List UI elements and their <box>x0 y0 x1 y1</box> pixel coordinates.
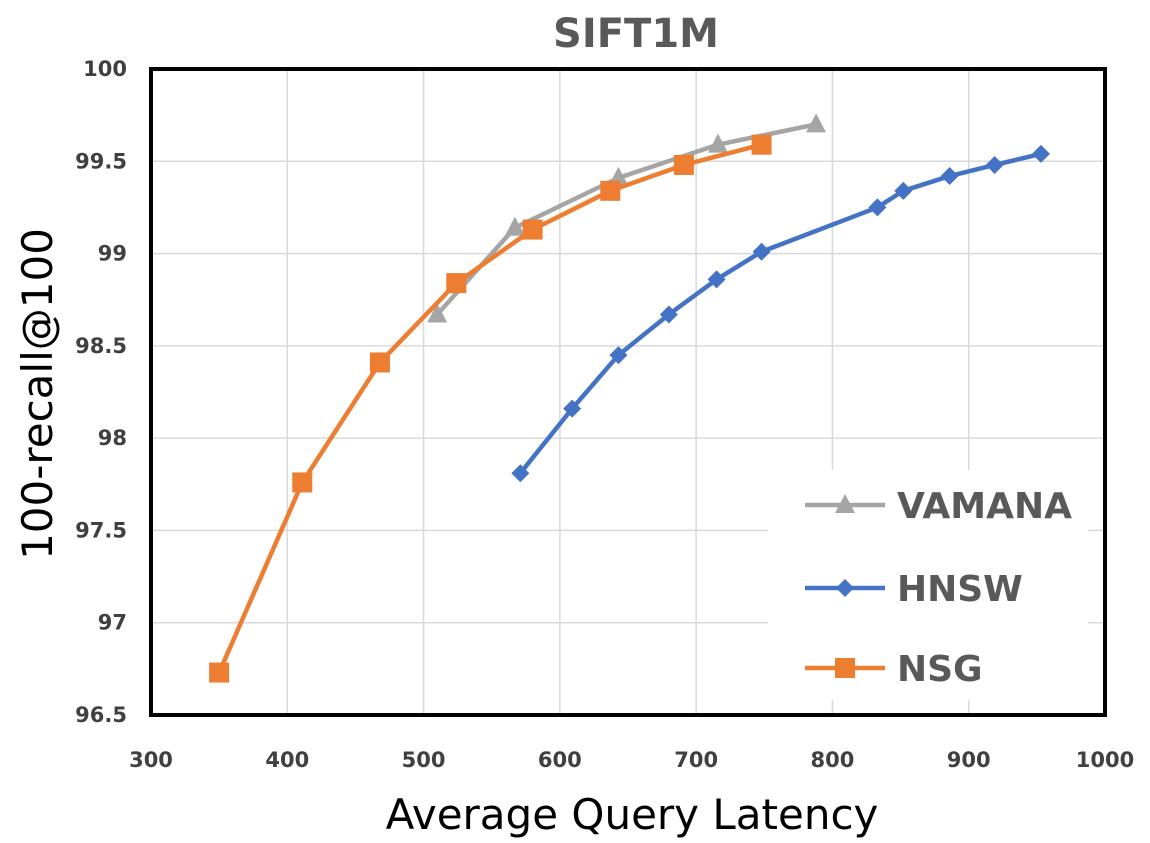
x-axis-ticks: 300 400 500 600 700 800 900 1000 <box>129 748 1134 772</box>
data-point-hnsw <box>752 242 771 261</box>
data-point-hnsw <box>868 198 887 217</box>
data-point-vamana <box>707 133 728 153</box>
x-tick-label: 300 <box>129 748 173 772</box>
data-point-nsg <box>369 352 390 373</box>
y-tick-label: 99 <box>98 242 127 266</box>
legend-label-nsg: NSG <box>897 649 983 690</box>
data-point-hnsw <box>659 305 678 324</box>
y-tick-label: 97.5 <box>75 518 127 542</box>
x-tick-label: 800 <box>811 748 855 772</box>
data-point-nsg <box>446 273 467 294</box>
y-tick-label: 98.5 <box>75 334 127 358</box>
x-tick-label: 400 <box>265 748 309 772</box>
legend-marker-vamana <box>835 494 855 513</box>
data-point-nsg <box>673 154 694 175</box>
plot-frame <box>149 67 1107 717</box>
chart-title: SIFT1M <box>553 11 719 57</box>
data-point-hnsw <box>707 270 726 289</box>
y-tick-label: 100 <box>83 57 127 81</box>
data-point-nsg <box>522 219 543 240</box>
x-tick-label: 1000 <box>1076 748 1134 772</box>
x-tick-label: 900 <box>947 748 991 772</box>
data-point-nsg <box>209 662 230 683</box>
legend-background <box>768 470 1088 700</box>
series-nsg <box>209 134 772 683</box>
data-point-hnsw <box>609 346 628 365</box>
data-point-hnsw <box>940 167 959 186</box>
y-tick-label: 96.5 <box>75 703 127 727</box>
data-point-vamana <box>806 113 827 133</box>
x-tick-label: 600 <box>538 748 582 772</box>
legend: VAMANA HNSW NSG <box>768 470 1088 700</box>
data-point-nsg <box>292 472 313 493</box>
y-axis-label: 100-recall@100 <box>13 228 62 560</box>
data-point-vamana <box>427 303 448 323</box>
y-tick-label: 97 <box>98 611 127 635</box>
series-line-nsg <box>217 142 763 674</box>
series-group <box>209 113 1050 683</box>
data-point-hnsw <box>985 155 1004 174</box>
data-point-nsg <box>600 180 621 201</box>
data-point-nsg <box>751 134 772 155</box>
legend-label-vamana: VAMANA <box>897 486 1072 527</box>
y-tick-label: 98 <box>98 426 127 450</box>
y-tick-label: 99.5 <box>75 149 127 173</box>
legend-marker-nsg <box>835 658 855 678</box>
data-point-hnsw <box>894 181 913 200</box>
series-vamana <box>427 113 827 323</box>
series-hnsw <box>511 144 1050 483</box>
x-tick-label: 500 <box>402 748 446 772</box>
y-axis-ticks: 96.5 97 97.5 98 98.5 99 99.5 100 <box>75 57 127 727</box>
series-line-hnsw <box>518 151 1042 475</box>
legend-marker-hnsw <box>836 579 854 597</box>
x-axis-label: Average Query Latency <box>386 790 879 839</box>
data-point-hnsw <box>563 399 582 418</box>
data-point-vamana <box>504 216 525 236</box>
data-point-hnsw <box>511 464 530 483</box>
legend-label-hnsw: HNSW <box>897 569 1023 610</box>
x-tick-label: 700 <box>674 748 718 772</box>
data-point-hnsw <box>1031 144 1050 163</box>
